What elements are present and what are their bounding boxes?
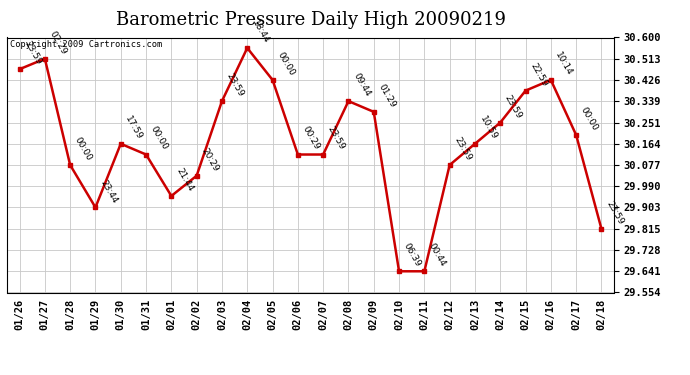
- Text: 22:59: 22:59: [529, 61, 549, 88]
- Text: 20:29: 20:29: [199, 146, 220, 173]
- Text: 10:14: 10:14: [553, 50, 574, 77]
- Text: 21:44: 21:44: [174, 166, 195, 193]
- Text: 00:00: 00:00: [579, 105, 600, 132]
- Text: 18:44: 18:44: [250, 18, 270, 45]
- Text: 09:44: 09:44: [351, 72, 372, 98]
- Text: 02:29: 02:29: [48, 29, 68, 56]
- Text: 00:29: 00:29: [301, 125, 322, 152]
- Text: 00:44: 00:44: [427, 242, 448, 268]
- Text: Copyright 2009 Cartronics.com: Copyright 2009 Cartronics.com: [10, 40, 162, 49]
- Text: Barometric Pressure Daily High 20090219: Barometric Pressure Daily High 20090219: [115, 11, 506, 29]
- Text: 23:59: 23:59: [503, 93, 524, 120]
- Text: 23:44: 23:44: [98, 178, 119, 205]
- Text: 23:59: 23:59: [326, 125, 346, 152]
- Text: 00:00: 00:00: [73, 135, 94, 162]
- Text: 00:00: 00:00: [149, 125, 170, 152]
- Text: 17:59: 17:59: [124, 114, 144, 141]
- Text: 23:59: 23:59: [22, 40, 43, 66]
- Text: 23:59: 23:59: [453, 135, 473, 162]
- Text: 01:29: 01:29: [377, 82, 397, 109]
- Text: 23:59: 23:59: [225, 72, 246, 98]
- Text: 10:59: 10:59: [477, 114, 498, 141]
- Text: 00:00: 00:00: [275, 50, 296, 77]
- Text: 06:39: 06:39: [402, 242, 422, 268]
- Text: 23:59: 23:59: [604, 199, 625, 226]
